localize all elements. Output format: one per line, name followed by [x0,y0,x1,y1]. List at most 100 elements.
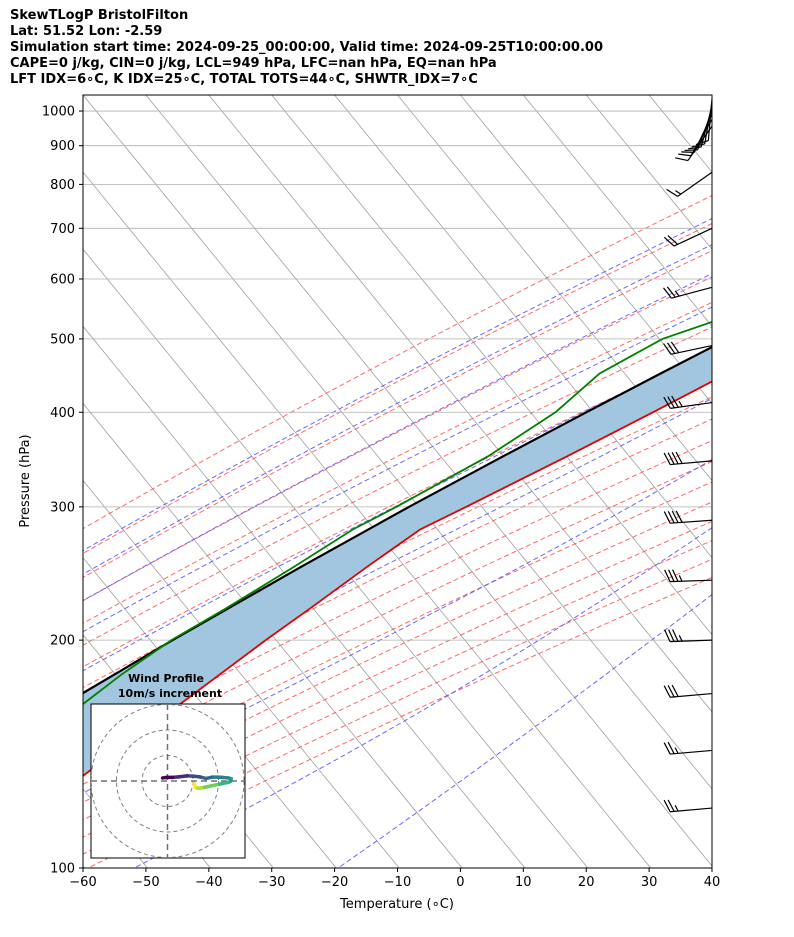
wind-barb-half-flag [675,190,682,195]
x-tick-label: −30 [258,875,285,890]
x-tick-label: 40 [704,875,721,890]
dry-adiabat-line [83,539,712,838]
wind-barb-flag [664,569,671,582]
wind-barb [663,395,713,409]
dry-adiabat-line [83,301,712,624]
y-tick-label: 900 [50,139,75,154]
isotherm-line [711,95,712,96]
wind-barb-half-flag [674,747,679,754]
wind-barb-flag [672,629,679,642]
wind-barb [663,799,713,813]
wind-barb-half-flag [678,400,683,408]
wind-barb-flag [663,287,672,299]
wind-barb-shaft [671,286,713,299]
isotherm-line [648,95,712,173]
wind-barb-shaft [670,692,713,698]
title-station: SkewTLogP BristolFilton [10,8,189,23]
wind-barb-flag [667,741,675,755]
wind-barb-flag [672,569,679,582]
wind-barb-shaft [670,807,713,813]
wind-barbs [663,98,713,813]
wind-barb-flag [675,510,683,523]
isotherm-line [585,95,712,250]
wind-barb-flag [668,629,675,642]
dewpoint-profile-line [83,321,712,706]
wind-barb [663,286,713,299]
background-lines [83,95,794,868]
isotherm-line [208,95,712,713]
dry-adiabat-line [83,418,712,729]
wind-barb-flag [663,685,671,698]
y-axis-label: Pressure (hPa) [18,434,33,527]
wind-barb [666,171,713,197]
wind-barb-shaft [707,98,713,141]
wind-barb-half-flag [678,635,683,642]
x-tick-label: −50 [132,875,159,890]
x-axis-ticks: −60 −50 −40 −30 −20 −10 0 10 20 30 40 [69,868,720,890]
wind-barb [663,451,713,466]
y-tick-label: 400 [50,406,75,421]
wind-barb [663,510,713,524]
wind-barb-shaft [670,344,713,355]
wind-barb [695,98,713,146]
y-axis-ticks: 1000 900 800 700 600 500 400 300 200 100 [42,105,83,877]
x-tick-label: −20 [321,875,348,890]
wind-barb-flag [670,341,680,353]
y-tick-label: 800 [50,178,75,193]
wind-barb-flag [684,149,698,152]
wind-barb-half-flag [678,575,683,582]
wind-barb-flag [667,685,675,698]
wind-barb [663,741,713,755]
wind-barb-half-flag [674,804,679,812]
title-indices-lifted: LFT IDX=6∘C, K IDX=25∘C, TOTAL TOTS=44∘C… [10,72,478,87]
wind-barb [663,227,713,247]
wind-barb-flag [668,569,675,582]
title-location: Lat: 51.52 Lon: -2.59 [10,24,163,39]
cin-shaded-area [83,347,712,776]
wind-barb-flag [667,511,675,524]
wind-barb-flag [681,151,695,154]
moist-adiabat-line [83,217,712,552]
isotherm-line [83,865,85,868]
wind-barb-shaft [673,227,713,247]
isotherm-line [83,325,526,868]
wind-barb-flag [675,157,689,162]
moist-adiabat-line [337,594,712,868]
wind-barb [664,569,713,583]
wind-barb-flag [663,236,675,247]
x-tick-label: −40 [195,875,222,890]
wind-barb-flag [671,510,679,523]
wind-barb-shaft [670,639,713,643]
wind-barb-flag [667,799,675,812]
dry-adiabat-line [83,460,712,767]
wind-barb-flag [667,452,675,465]
x-tick-label: 10 [515,875,532,890]
wind-barb-flag [663,452,671,465]
wind-barb-shaft [670,519,713,524]
wind-barb-flag [667,396,675,409]
x-tick-label: 30 [641,875,658,890]
wind-barb-flag [663,343,672,355]
wind-barb-flag [691,143,705,148]
dry-adiabat-line [83,276,712,602]
title-times: Simulation start time: 2024-09-25_00:00:… [10,40,603,55]
wind-barb-flag [678,153,692,157]
wind-barb-flag [675,451,683,464]
wind-barb-flag [663,511,671,524]
hodograph-title: Wind Profile [128,672,204,685]
isotherm-line [83,248,589,868]
title-indices-cape: CAPE=0 j/kg, CIN=0 j/kg, LCL=949 hPa, LF… [10,56,497,71]
x-tick-label: 0 [456,875,464,890]
dry-adiabat-line [83,501,712,803]
wind-barb [663,341,713,355]
y-tick-label: 200 [50,634,75,649]
wind-barb [664,629,713,643]
wind-barb-half-flag [674,290,680,297]
isotherm-line [775,95,794,868]
y-tick-label: 600 [50,272,75,287]
wind-barb-shaft [670,460,713,466]
parcel-profile-line [83,345,712,695]
wind-barb-flag [663,799,671,813]
wind-barb-flag [695,140,709,146]
